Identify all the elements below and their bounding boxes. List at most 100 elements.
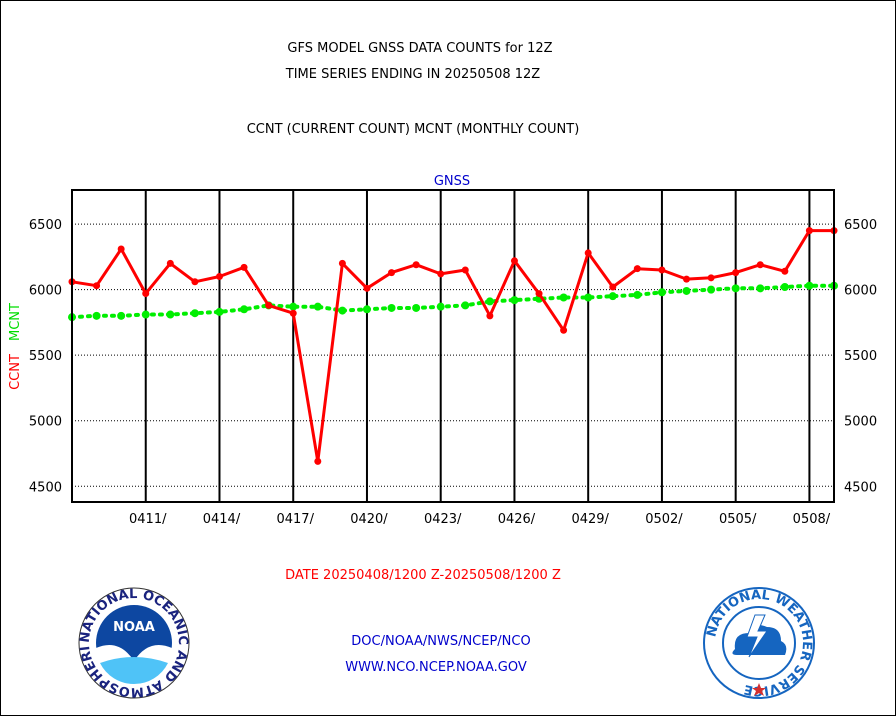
data-point-ccnt [314, 457, 322, 465]
y-axis-title: CCNT MCNT [8, 303, 23, 390]
data-point-ccnt [215, 273, 223, 281]
data-point-mcnt [707, 285, 716, 294]
data-point-mcnt [240, 305, 249, 314]
data-point-ccnt [461, 266, 469, 274]
grid-layer [72, 190, 834, 502]
data-point-ccnt [805, 227, 813, 235]
data-point-mcnt [117, 311, 126, 320]
plot-border [71, 189, 835, 503]
chart-title-line1: GFS MODEL GNSS DATA COUNTS for 12Z [287, 41, 552, 56]
data-point-ccnt [93, 282, 101, 290]
data-point-ccnt [510, 257, 518, 265]
noaa-wave-icon [100, 657, 168, 685]
data-point-mcnt [657, 288, 666, 297]
data-point-ccnt [117, 245, 125, 253]
data-point-ccnt [781, 267, 789, 275]
x-tick-label: 0429/ [571, 512, 609, 527]
org-path-link[interactable]: DOC/NOAA/NWS/NCEP/NCO [351, 634, 530, 649]
y-axis-title-ccnt: CCNT [8, 354, 23, 390]
y-tick-label-right: 5500 [844, 349, 877, 364]
data-point-ccnt [289, 309, 297, 317]
chart-title-line2: TIME SERIES ENDING IN 20250508 12Z [285, 67, 541, 82]
data-point-mcnt [584, 293, 593, 302]
noaa-logo[interactable]: NATIONAL OCEANIC AND ATMOSPHERIC ADMINIS… [78, 587, 190, 699]
data-point-mcnt [682, 286, 691, 295]
nws-logo[interactable]: NATIONAL WEATHER SERVICE [703, 587, 815, 699]
date-range-label: DATE 20250408/1200 Z-20250508/1200 Z [285, 568, 561, 583]
data-point-ccnt [412, 261, 420, 269]
y-tick-label-right: 5000 [844, 415, 877, 430]
data-point-mcnt [461, 301, 470, 310]
data-point-mcnt [559, 293, 568, 302]
data-point-mcnt [215, 307, 224, 316]
x-tick-label: 0505/ [719, 512, 757, 527]
data-point-mcnt [731, 284, 740, 293]
data-point-ccnt [707, 274, 715, 282]
data-point-mcnt [141, 310, 150, 319]
data-point-mcnt [805, 281, 814, 290]
data-point-mcnt [166, 310, 175, 319]
data-point-mcnt [436, 302, 445, 311]
series-layer [68, 227, 838, 465]
y-tick-label-left: 4500 [29, 480, 62, 495]
website-link[interactable]: WWW.NCO.NCEP.NOAA.GOV [345, 660, 527, 675]
series-line-ccnt [70, 229, 836, 463]
data-point-mcnt [608, 292, 617, 301]
series-line-mcnt [70, 283, 836, 320]
data-point-mcnt [412, 303, 421, 312]
plot-title: GNSS [434, 174, 470, 189]
x-tick-label: 0420/ [350, 512, 388, 527]
data-point-ccnt [658, 266, 666, 274]
data-point-ccnt [388, 269, 396, 277]
data-point-mcnt [485, 297, 494, 306]
y-tick-label-left: 6000 [29, 284, 62, 299]
data-point-mcnt [313, 302, 322, 311]
y-tick-label-right: 6500 [844, 218, 877, 233]
data-point-mcnt [190, 309, 199, 318]
x-tick-label: 0423/ [424, 512, 462, 527]
y-tick-label-left: 5000 [29, 415, 62, 430]
x-tick-label: 0426/ [498, 512, 536, 527]
data-point-ccnt [756, 261, 764, 269]
data-point-ccnt [437, 270, 445, 278]
data-point-ccnt [191, 278, 199, 286]
x-tick-label: 0508/ [793, 512, 831, 527]
data-point-ccnt [535, 290, 543, 298]
data-point-mcnt [633, 290, 642, 299]
x-tick-label: 0414/ [203, 512, 241, 527]
y-axis-title-mcnt: MCNT [8, 303, 23, 341]
y-tick-label-right: 6000 [844, 284, 877, 299]
axis-labels-layer: 4500 4500 5000 5000 5500 5500 6000 6000 6500 6500… [29, 218, 877, 527]
data-point-ccnt [683, 275, 691, 283]
data-point-ccnt [732, 269, 740, 277]
data-point-mcnt [362, 305, 371, 314]
noaa-logo-text: NOAA [113, 620, 155, 635]
data-point-mcnt [289, 302, 298, 311]
data-point-ccnt [584, 249, 592, 257]
y-tick-label-left: 5500 [29, 349, 62, 364]
data-point-ccnt [142, 290, 150, 298]
data-point-mcnt [338, 306, 347, 315]
chart-subtitle: CCNT (CURRENT COUNT) MCNT (MONTHLY COUNT… [247, 122, 580, 137]
lightning-icon [746, 614, 768, 658]
data-point-ccnt [486, 312, 494, 320]
data-point-ccnt [633, 265, 641, 273]
data-point-mcnt [780, 283, 789, 292]
data-point-ccnt [609, 283, 617, 291]
data-point-mcnt [92, 311, 101, 320]
y-tick-label-right: 4500 [844, 480, 877, 495]
data-point-ccnt [265, 301, 273, 309]
data-point-ccnt [166, 259, 174, 267]
x-tick-label: 0411/ [129, 512, 167, 527]
star-icon [752, 683, 766, 696]
data-point-mcnt [756, 284, 765, 293]
x-tick-label: 0502/ [645, 512, 683, 527]
data-point-mcnt [510, 296, 519, 305]
data-point-ccnt [338, 259, 346, 267]
data-point-ccnt [363, 284, 371, 292]
data-point-mcnt [387, 303, 396, 312]
data-point-ccnt [560, 326, 568, 334]
x-tick-label: 0417/ [276, 512, 314, 527]
y-tick-label-left: 6500 [29, 218, 62, 233]
